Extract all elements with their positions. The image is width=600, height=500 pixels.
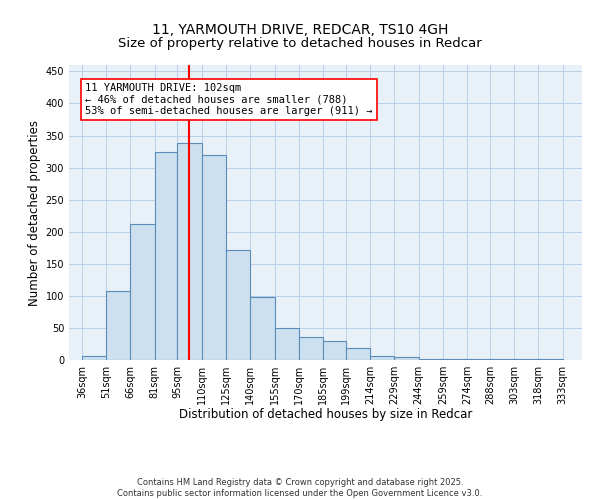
- Bar: [323, 341, 346, 360]
- Bar: [346, 348, 370, 360]
- Bar: [226, 250, 250, 360]
- Bar: [490, 358, 514, 360]
- Bar: [443, 358, 467, 360]
- X-axis label: Distribution of detached houses by size in Redcar: Distribution of detached houses by size …: [179, 408, 472, 422]
- Bar: [370, 356, 394, 360]
- Text: 11 YARMOUTH DRIVE: 102sqm
← 46% of detached houses are smaller (788)
53% of semi: 11 YARMOUTH DRIVE: 102sqm ← 46% of detac…: [85, 83, 373, 116]
- Bar: [155, 152, 178, 360]
- Bar: [106, 292, 130, 360]
- Bar: [202, 155, 226, 360]
- Bar: [275, 328, 299, 360]
- Y-axis label: Number of detached properties: Number of detached properties: [28, 120, 41, 306]
- Bar: [538, 358, 563, 360]
- Bar: [82, 356, 106, 360]
- Bar: [514, 358, 538, 360]
- Bar: [419, 358, 443, 360]
- Text: Contains HM Land Registry data © Crown copyright and database right 2025.
Contai: Contains HM Land Registry data © Crown c…: [118, 478, 482, 498]
- Text: Size of property relative to detached houses in Redcar: Size of property relative to detached ho…: [118, 38, 482, 51]
- Bar: [130, 224, 155, 360]
- Bar: [178, 143, 202, 360]
- Bar: [250, 297, 275, 360]
- Bar: [467, 358, 490, 360]
- Bar: [299, 337, 323, 360]
- Bar: [394, 357, 419, 360]
- Text: 11, YARMOUTH DRIVE, REDCAR, TS10 4GH: 11, YARMOUTH DRIVE, REDCAR, TS10 4GH: [152, 22, 448, 36]
